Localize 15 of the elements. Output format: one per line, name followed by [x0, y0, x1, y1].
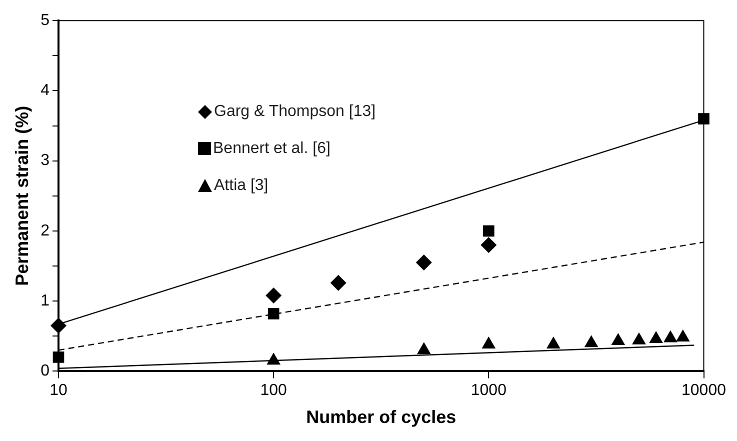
- y-tick-label: 4: [40, 82, 50, 100]
- x-tick-label: 100: [260, 382, 288, 400]
- y-tick-label: 1: [40, 292, 50, 310]
- y-tick-label: 5: [40, 12, 50, 30]
- legend-label: Garg & Thompson [13]: [214, 102, 376, 120]
- x-tick-label: 1000: [470, 382, 507, 400]
- legend-label: Attia [3]: [214, 176, 268, 194]
- x-axis-title: Number of cycles: [306, 407, 456, 428]
- x-tick-label: 10: [50, 382, 68, 400]
- y-tick-label: 0: [40, 362, 50, 380]
- y-tick-label: 2: [40, 222, 50, 240]
- y-tick-label: 3: [40, 152, 50, 170]
- legend-label: Bennert et al. [6]: [213, 140, 330, 158]
- y-axis-title: Permanent strain (%): [12, 106, 32, 286]
- x-tick-label: 10000: [682, 382, 726, 400]
